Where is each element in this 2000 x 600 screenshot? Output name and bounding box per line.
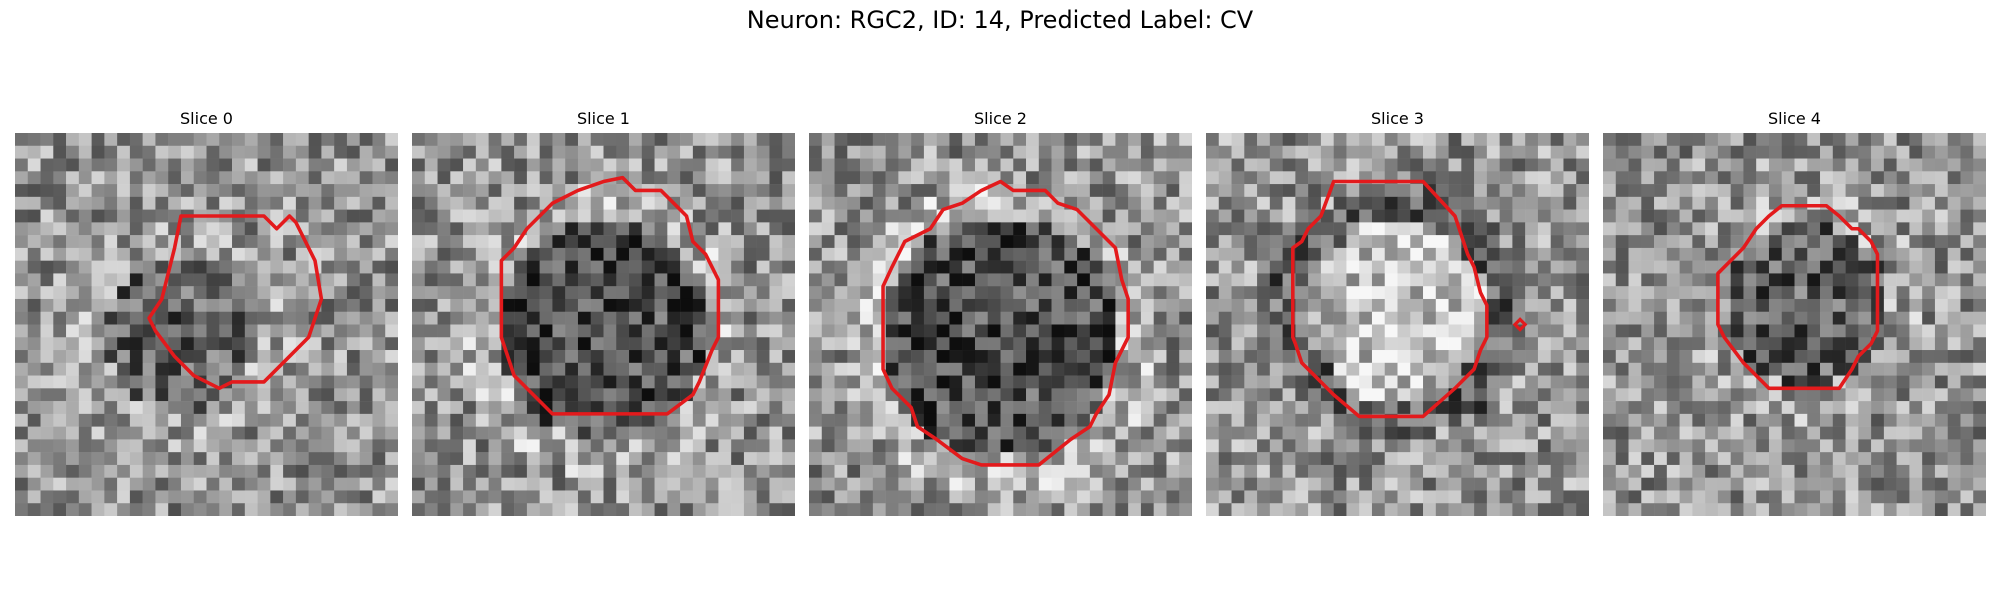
slice-image-1 (412, 133, 795, 516)
contour-2 (881, 179, 1130, 467)
contour-3 (1291, 179, 1489, 419)
contour-1 (499, 175, 721, 416)
slice-panel-3: Slice 3 (1206, 108, 1589, 516)
contour-3-speck (1512, 317, 1528, 332)
slice-panel-2: Slice 2 (809, 108, 1192, 516)
slice-title-4: Slice 4 (1768, 109, 1821, 128)
slice-image-4 (1603, 133, 1986, 516)
slice-image-3 (1206, 133, 1589, 516)
contour-4 (1716, 203, 1880, 391)
slice-title-1: Slice 1 (577, 109, 630, 128)
slice-title-3: Slice 3 (1371, 109, 1424, 128)
slice-panel-0: Slice 0 (15, 108, 398, 516)
figure-title: Neuron: RGC2, ID: 14, Predicted Label: C… (746, 6, 1254, 34)
contour-0 (147, 214, 324, 391)
slice-image-2 (809, 133, 1192, 516)
slice-image-0 (15, 133, 398, 516)
slice-panel-4: Slice 4 (1603, 108, 1986, 516)
slice-panel-1: Slice 1 (412, 108, 795, 516)
slice-title-2: Slice 2 (974, 109, 1027, 128)
slice-title-0: Slice 0 (180, 109, 233, 128)
